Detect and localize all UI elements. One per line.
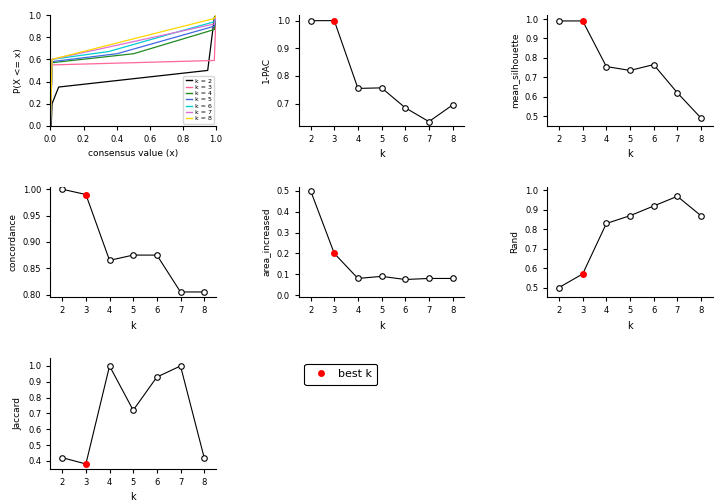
Legend: k = 2, k = 3, k = 4, k = 5, k = 6, k = 7, k = 8: k = 2, k = 3, k = 4, k = 5, k = 6, k = 7… [184,76,214,124]
Y-axis label: Rand: Rand [510,230,519,254]
Legend: best k: best k [305,364,377,385]
X-axis label: k: k [130,321,136,331]
X-axis label: k: k [379,321,384,331]
Y-axis label: 1-PAC: 1-PAC [262,57,271,84]
X-axis label: k: k [130,492,136,502]
Y-axis label: Jaccard: Jaccard [14,397,22,430]
X-axis label: k: k [627,149,633,159]
Y-axis label: concordance: concordance [9,213,17,271]
Y-axis label: area_increased: area_increased [262,208,271,276]
X-axis label: consensus value (x): consensus value (x) [88,149,179,158]
X-axis label: k: k [627,321,633,331]
X-axis label: k: k [379,149,384,159]
Y-axis label: P(X <= x): P(X <= x) [14,48,22,93]
Y-axis label: mean_silhouette: mean_silhouette [510,33,519,108]
